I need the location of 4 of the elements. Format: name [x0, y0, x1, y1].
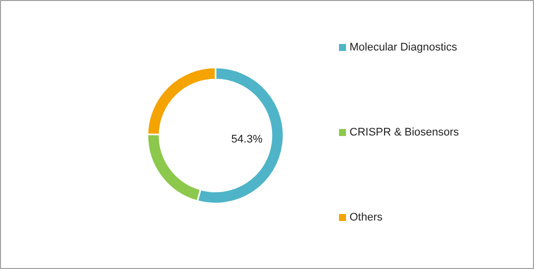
legend-label: Others: [350, 212, 384, 224]
legend-label: CRISPR & Biosensors: [350, 126, 460, 138]
data-label: 54.3%: [231, 134, 263, 146]
legend-label: Molecular Diagnostics: [350, 42, 458, 54]
